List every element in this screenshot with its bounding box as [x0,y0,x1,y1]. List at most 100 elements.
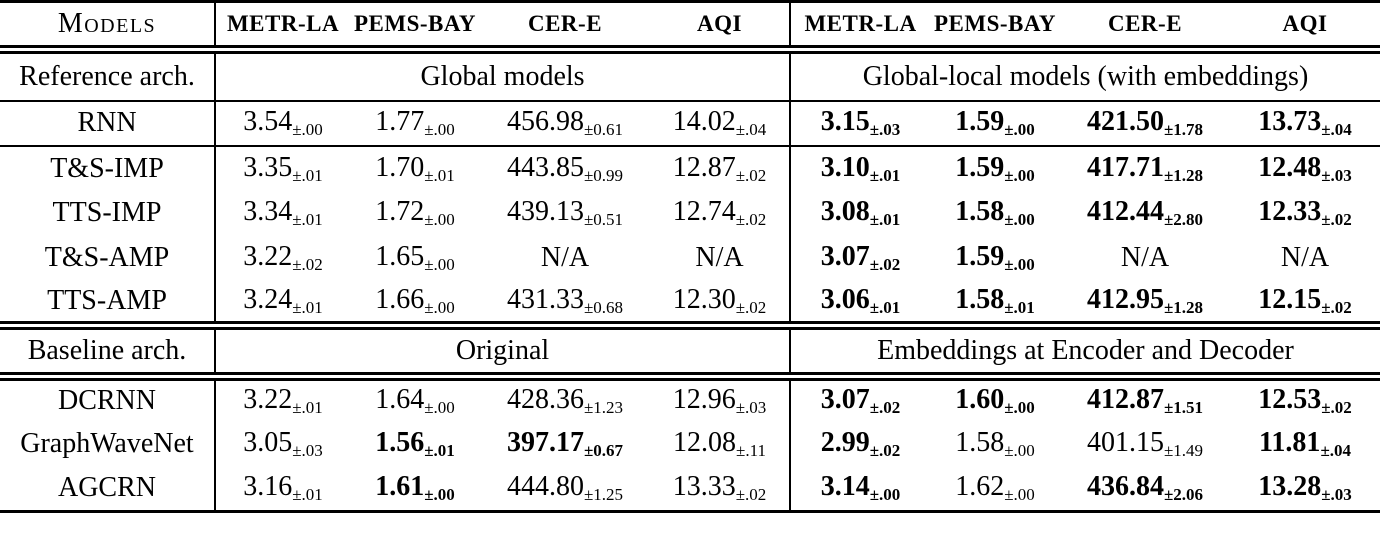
std-subscript: ±1.28 [1163,297,1204,317]
value-cell: 3.34±.01 [214,190,350,236]
value-cell: 13.33±.02 [650,467,790,512]
mean-value: 3.06 [820,283,870,315]
value-cell: 421.50±1.78 [1060,100,1230,147]
value-cell: 12.96±.03 [650,377,790,422]
col-header-pems-bay: PEMS-BAY [930,1,1060,54]
std-subscript: ±.04 [1320,441,1352,460]
std-subscript: ±.03 [292,441,323,460]
std-subscript: ±.00 [292,120,323,139]
table-row: T&S-IMP 3.35±.01 1.70±.01 443.85±0.99 12.87±… [0,145,1380,191]
std-subscript: ±.01 [424,441,455,460]
mean-value: 401.15 [1086,427,1164,458]
value-cell: 1.56±.01 [350,422,480,467]
std-subscript: ±.03 [735,398,767,418]
metric-value: 3.22±.02 [243,241,323,274]
section-row-label: Reference arch. [0,49,215,102]
mean-value: 1.66 [375,283,425,315]
metric-value: 3.22±.01 [243,384,323,417]
mean-value: 3.54 [243,106,293,137]
metric-value: 436.84±2.06 [1087,471,1203,504]
metric-value: 417.71±1.28 [1087,152,1204,185]
std-subscript: ±.02 [735,297,767,317]
metric-value: N/A [695,242,743,273]
mean-value: 412.95 [1086,283,1164,315]
std-subscript: ±.04 [735,120,767,139]
value-cell: 3.05±.03 [214,421,350,467]
value-cell: 12.08±.11 [650,422,790,467]
std-subscript: ±.01 [869,165,901,185]
col-header-pems-bay: PEMS-BAY [350,1,480,54]
group-title-right: Global-local models (with embeddings) [789,49,1380,102]
metric-value: 3.54±.00 [243,106,323,139]
mean-value: 13.33 [672,471,736,503]
std-subscript: ±.00 [424,297,455,317]
value-cell: 1.70±.01 [350,146,480,191]
value-cell: 444.80±1.25 [480,467,650,512]
std-subscript: ±.00 [424,398,455,418]
metric-value: 421.50±1.78 [1087,106,1204,139]
metric-value: 3.05±.03 [243,427,323,460]
metric-value: 412.95±1.28 [1086,283,1204,317]
mean-value: 1.61 [375,471,425,503]
mean-value: 444.80 [506,471,584,503]
value-cell: 3.35±.01 [214,145,350,191]
col-header-cer-e: CER-E [1060,1,1230,54]
value-cell: 3.22±.02 [214,235,350,281]
table-row: RNN 3.54±.00 1.77±.00 456.98±0.61 14.02±.04 3… [0,100,1380,147]
mean-value: 397.17 [506,427,584,458]
metric-value: 1.56±.01 [375,427,455,460]
std-subscript: ±1.78 [1163,120,1204,139]
mean-value: 3.15 [820,106,870,137]
model-name: GraphWaveNet [20,428,194,459]
mean-value: 3.35 [243,151,293,183]
std-subscript: ±1.28 [1163,165,1204,185]
metric-value: 12.48±.03 [1258,152,1352,185]
std-subscript: ±0.51 [583,210,624,229]
na-cell: N/A [1060,236,1230,281]
value-cell: 3.15±.03 [789,100,930,147]
metric-value: 401.15±1.49 [1086,427,1203,460]
value-cell: 439.13±0.51 [480,191,650,236]
value-cell: 412.95±1.28 [1060,280,1230,330]
std-subscript: ±0.99 [583,165,624,185]
value-cell: 1.59±.00 [930,236,1060,281]
value-cell: 3.07±.02 [789,235,930,281]
mean-value: 3.16 [243,471,293,503]
value-cell: 12.33±.02 [1230,191,1380,236]
value-cell: 3.54±.00 [214,100,350,147]
std-subscript: ±.03 [869,120,901,139]
metric-value: 428.36±1.23 [506,384,623,417]
value-cell: 11.81±.04 [1230,422,1380,467]
std-subscript: ±.02 [292,255,323,274]
mean-value: 3.05 [243,427,293,458]
value-cell: 13.73±.04 [1230,100,1380,147]
value-cell: 3.14±.00 [789,466,930,512]
std-subscript: ±.04 [1321,120,1352,139]
col-header-metr-la: METR-LA [214,1,350,54]
metric-value: 3.14±.00 [821,471,901,504]
mean-value: 412.44 [1086,196,1164,227]
std-subscript: ±0.61 [583,120,624,139]
metric-value: 12.15±.02 [1258,284,1352,317]
metric-value: 1.60±.00 [955,384,1035,417]
mean-value: 428.36 [506,384,584,416]
mean-value: 12.08 [673,427,737,458]
metric-value: 1.61±.00 [375,471,455,504]
metric-value: 2.99±.02 [821,427,901,460]
value-cell: 1.62±.00 [930,467,1060,512]
value-cell: 12.53±.02 [1230,377,1380,422]
std-subscript: ±.01 [292,485,323,505]
value-cell: 1.58±.01 [930,280,1060,330]
table-row: DCRNN 3.22±.01 1.64±.00 428.36±1.23 12.96±.0… [0,376,1380,422]
mean-value: 1.62 [955,471,1005,503]
value-cell: 443.85±0.99 [480,146,650,191]
mean-value: 439.13 [506,196,584,227]
value-cell: 401.15±1.49 [1060,422,1230,467]
metric-value: N/A [1121,242,1169,273]
mean-value: 1.70 [375,151,425,183]
std-subscript: ±.03 [1321,485,1352,505]
model-name: TTS-AMP [0,280,215,330]
mean-value: 3.24 [243,283,293,315]
mean-value: 13.73 [1258,106,1322,137]
